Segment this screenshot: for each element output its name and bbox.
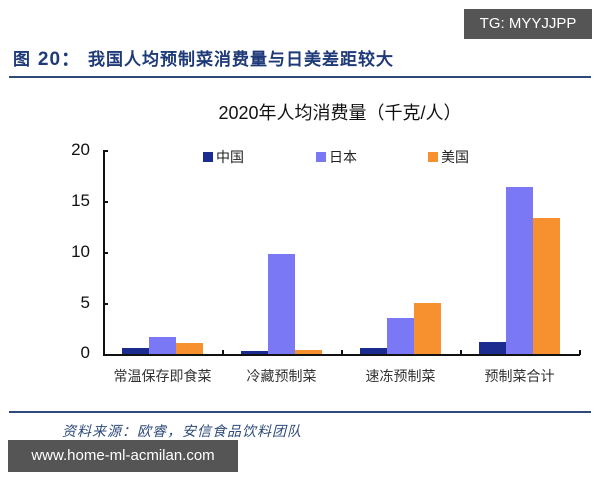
legend-label-usa: 美国	[441, 150, 469, 166]
bar	[414, 303, 441, 354]
x-category-label: 常温保存即食菜	[113, 369, 212, 385]
watermark-top: TG: MYYJJPP	[464, 9, 592, 39]
y-tick-label: 0	[80, 343, 90, 362]
bar	[176, 342, 203, 354]
figure-title-text: 我国人均预制菜消费量与日美差距较大	[87, 50, 394, 70]
watermark-bottom: www.home-ml-acmilan.com	[8, 440, 238, 472]
x-tick	[222, 350, 224, 355]
x-tick	[460, 350, 462, 355]
chart-legend: 中国 日本 美国	[0, 147, 600, 167]
legend-item-usa: 美国	[428, 147, 469, 167]
bar	[533, 218, 560, 354]
bar	[268, 254, 295, 354]
footer-rule	[9, 411, 591, 413]
legend-swatch-japan	[316, 152, 326, 162]
y-tick	[103, 201, 108, 203]
legend-label-japan: 日本	[329, 150, 357, 166]
x-category-label: 预制菜合计	[484, 369, 555, 385]
y-tick-label: 10	[71, 242, 90, 261]
figure-prefix: 图	[13, 50, 31, 70]
header-rule	[9, 76, 591, 78]
bar	[295, 349, 322, 354]
bar	[360, 347, 387, 354]
bar	[479, 341, 506, 354]
bar	[122, 347, 149, 354]
y-tick	[103, 303, 108, 305]
legend-item-china: 中国	[203, 147, 244, 167]
bar	[506, 186, 533, 354]
figure-number: 20：	[37, 49, 82, 70]
y-tick	[103, 150, 108, 152]
bar	[387, 318, 414, 354]
y-tick-label: 5	[80, 293, 90, 312]
x-tick	[341, 350, 343, 355]
bar	[241, 350, 268, 354]
figure-title: 图 20： 我国人均预制菜消费量与日美差距较大	[13, 44, 394, 71]
legend-label-china: 中国	[216, 150, 244, 166]
source-note: 资料来源：欧睿，安信食品饮料团队	[62, 424, 302, 440]
bar	[149, 336, 176, 354]
legend-swatch-china	[203, 152, 213, 162]
legend-swatch-usa	[428, 152, 438, 162]
y-tick	[103, 252, 108, 254]
legend-item-japan: 日本	[316, 147, 357, 167]
y-tick-label: 20	[71, 140, 90, 159]
chart-title: 2020年人均消费量（千克/人）	[218, 103, 462, 123]
x-category-label: 冷藏预制菜	[246, 369, 317, 385]
x-category-label: 速冻预制菜	[365, 369, 436, 385]
y-tick-label: 15	[71, 191, 90, 210]
x-tick	[579, 350, 581, 355]
